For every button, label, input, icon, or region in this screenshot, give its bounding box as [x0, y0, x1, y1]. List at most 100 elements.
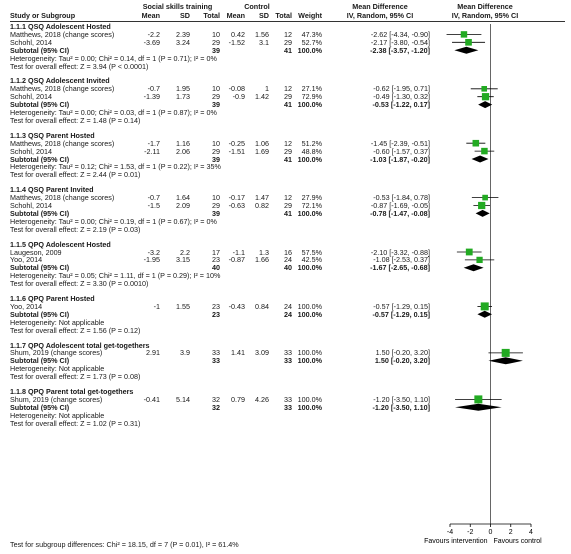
mean2-cell: -0.9 — [232, 92, 245, 102]
weight-cell: 72.9% — [301, 92, 322, 102]
md-ci-cell: -0.53 [-1.84, 0.78] — [373, 193, 430, 203]
total1-cell: 23 — [212, 301, 220, 311]
total2-cell: 33 — [284, 348, 292, 358]
col-sd2-header: SD — [259, 11, 269, 20]
study-effect-square — [460, 31, 468, 38]
md-ci-cell: -2.17 [-3.80, -0.54] — [370, 37, 430, 47]
total2-cell: 33 — [284, 356, 292, 366]
subtotal-label: Subtotal (95% CI) — [10, 154, 70, 164]
total1-cell: 10 — [212, 138, 220, 148]
sd1-cell: 3.15 — [176, 255, 190, 265]
total2-cell: 12 — [284, 29, 292, 39]
weight-cell: 27.9% — [301, 193, 322, 203]
total2-cell: 41 — [284, 100, 292, 110]
total1-cell: 17 — [212, 247, 220, 257]
weight-cell: 57.5% — [301, 247, 322, 257]
overall-effect-test: Test for overall effect: Z = 3.94 (P < 0… — [10, 61, 149, 71]
col-mean2-header: Mean — [226, 11, 245, 20]
total1-cell: 29 — [212, 37, 220, 47]
total2-cell: 16 — [284, 247, 292, 257]
subtotal-label: Subtotal (95% CI) — [10, 208, 70, 218]
study-name: Matthews, 2018 (change scores) — [10, 84, 115, 94]
total1-cell: 40 — [212, 263, 220, 273]
weight-cell: 52.7% — [301, 37, 322, 47]
subgroup-title: 1.1.2 QSQ Adolescent Invited — [10, 76, 110, 86]
sd2-cell: 1.69 — [255, 146, 269, 156]
total2-cell: 12 — [284, 84, 292, 94]
total1-cell: 39 — [212, 100, 220, 110]
study-name: Schohl, 2014 — [10, 37, 52, 47]
subtotal-label: Subtotal (95% CI) — [10, 309, 70, 319]
mean1-cell: -3.2 — [147, 247, 160, 257]
overall-effect-test: Test for overall effect: Z = 1.02 (P = 0… — [10, 418, 141, 428]
md-ci-cell: -0.57 [-1.29, 0.15] — [373, 301, 430, 311]
subtotal-diamond — [475, 209, 490, 217]
subtotal-diamond — [478, 101, 493, 109]
weight-cell: 27.1% — [301, 84, 322, 94]
mean1-cell: -2.11 — [144, 146, 160, 156]
total2-cell: 12 — [284, 138, 292, 148]
subgroup-title: 1.1.6 QPQ Parent Hosted — [10, 294, 95, 303]
md-ci-cell: -2.38 [-3.57, -1.20] — [370, 45, 430, 55]
study-effect-square — [481, 147, 488, 155]
col-sd1-header: SD — [180, 11, 190, 20]
mean2-cell: -0.25 — [228, 138, 245, 148]
col-total1-header: Total — [203, 11, 220, 20]
md-ci-cell: -1.20 [-3.50, 1.10] — [372, 402, 430, 412]
overall-effect-test: Test for overall effect: Z = 1.56 (P = 0… — [10, 325, 141, 335]
total1-cell: 10 — [212, 29, 220, 39]
sd2-cell: 1.06 — [255, 138, 269, 148]
sd1-cell: 2.39 — [176, 29, 190, 39]
md-ci-cell: -2.62 [-4.34, -0.90] — [370, 29, 430, 39]
total1-cell: 29 — [212, 146, 220, 156]
subtotal-label: Subtotal (95% CI) — [10, 356, 70, 366]
overall-effect-test: Test for overall effect: Z = 3.30 (P = 0… — [10, 279, 149, 289]
mean2-cell: 1.41 — [231, 348, 245, 358]
study-effect-square — [476, 256, 483, 264]
sd1-cell: 5.14 — [176, 394, 190, 404]
study-name: Shum, 2019 (change scores) — [10, 394, 103, 404]
total2-cell: 29 — [284, 201, 292, 210]
md-ci-cell: -0.87 [-1.69, -0.05] — [370, 201, 430, 210]
study-effect-square — [482, 194, 488, 201]
study-name: Yoo, 2014 — [10, 301, 43, 311]
heterogeneity-text: Heterogeneity: Not applicable — [10, 317, 105, 327]
study-name: Schohl, 2014 — [10, 146, 52, 156]
sd1-cell: 1.95 — [176, 84, 190, 94]
sd2-cell: 1.42 — [255, 92, 269, 102]
mean2-cell: -0.63 — [228, 201, 245, 210]
total2-cell: 29 — [284, 37, 292, 47]
sd2-cell: 1.47 — [255, 193, 269, 203]
subtotal-diamond — [477, 310, 493, 318]
group2-header: Control — [244, 2, 270, 11]
total1-cell: 10 — [212, 193, 220, 203]
md-ci-cell: -0.49 [-1.30, 0.32] — [373, 92, 430, 102]
study-effect-square — [478, 201, 486, 210]
subtotal-label: Subtotal (95% CI) — [10, 263, 70, 273]
total1-cell: 32 — [212, 402, 220, 412]
total2-cell: 24 — [284, 255, 292, 265]
mean1-cell: -1 — [153, 301, 160, 311]
md-ci-cell: -2.10 [-3.32, -0.88] — [370, 247, 430, 257]
heterogeneity-text: Heterogeneity: Tau² = 0.00; Chi² = 0.19,… — [10, 216, 217, 226]
total1-cell: 33 — [212, 356, 220, 366]
subgroup-differences-test: Test for subgroup differences: Chi² = 18… — [10, 540, 239, 549]
favours-intervention-label: Favours intervention — [424, 538, 488, 545]
study-name: Laugeson, 2009 — [10, 247, 62, 257]
weight-cell: 100.0% — [297, 356, 322, 366]
mean2-cell: -0.87 — [228, 255, 245, 265]
group1-header: Social skills training — [142, 2, 213, 11]
weight-cell: 100.0% — [297, 402, 322, 412]
heterogeneity-text: Heterogeneity: Tau² = 0.00; Chi² = 0.14,… — [10, 53, 217, 63]
weight-cell: 100.0% — [297, 394, 322, 404]
weight-cell: 100.0% — [297, 154, 322, 164]
sd1-cell: 2.09 — [176, 201, 190, 210]
x-tick-label: -4 — [447, 529, 453, 536]
total2-cell: 29 — [284, 92, 292, 102]
total2-cell: 41 — [284, 45, 292, 55]
mean1-cell: -1.39 — [143, 92, 160, 102]
weight-cell: 51.2% — [301, 138, 322, 148]
overall-effect-test: Test for overall effect: Z = 2.44 (P = 0… — [10, 170, 141, 180]
weight-cell: 100.0% — [297, 348, 322, 358]
